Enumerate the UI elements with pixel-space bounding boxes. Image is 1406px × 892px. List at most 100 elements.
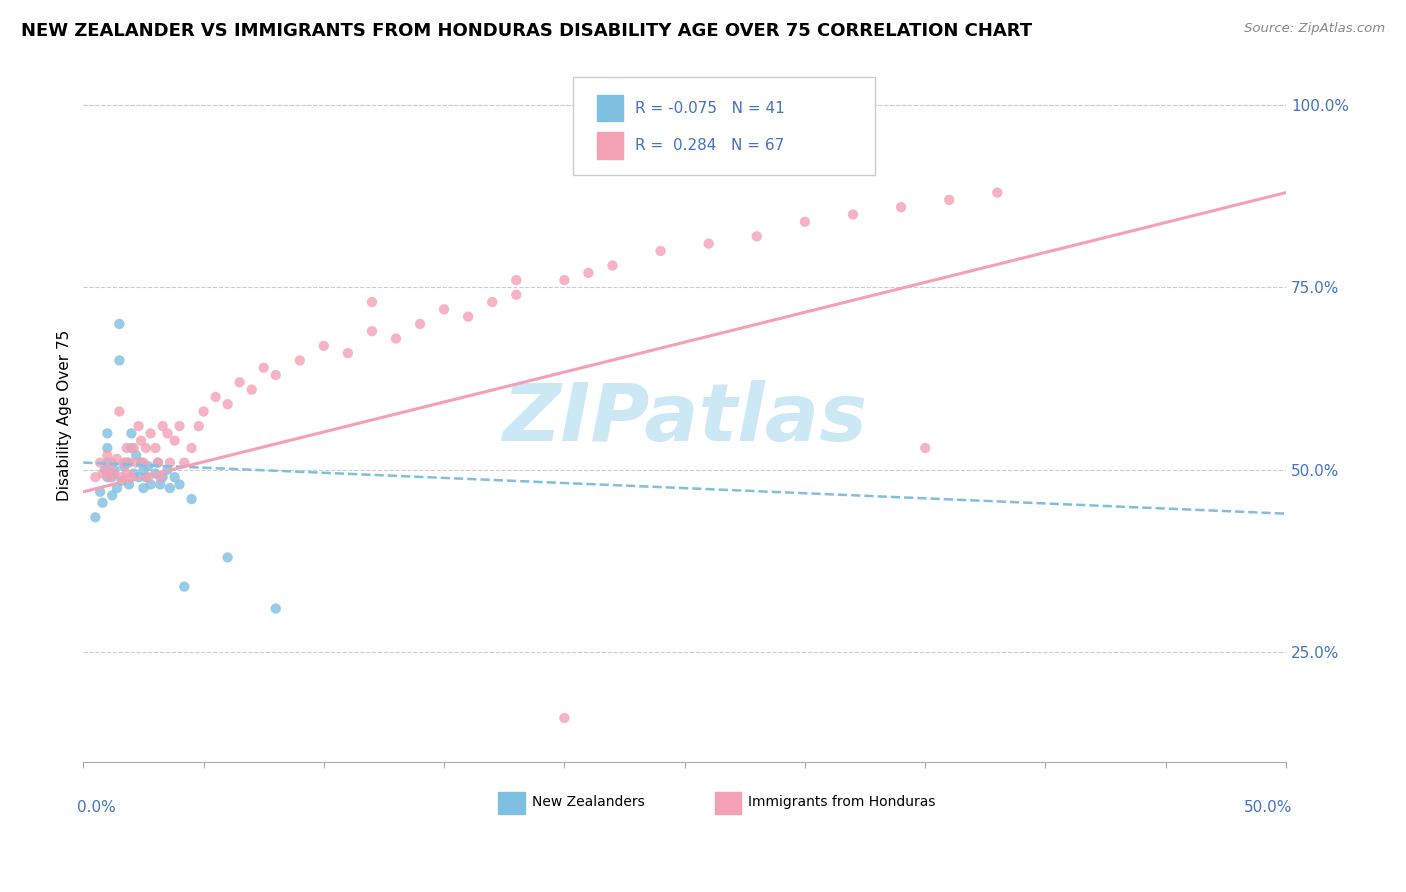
Point xyxy=(193,404,215,418)
Text: R =  0.284   N = 67: R = 0.284 N = 67 xyxy=(636,138,785,153)
Point xyxy=(115,467,138,481)
Point xyxy=(115,441,138,455)
Point xyxy=(152,419,174,434)
Point xyxy=(602,259,624,273)
Point xyxy=(96,441,118,455)
Point xyxy=(169,419,191,434)
Point xyxy=(156,426,179,441)
Text: ZIPatlas: ZIPatlas xyxy=(502,380,868,458)
Point xyxy=(129,456,152,470)
Point xyxy=(111,474,134,488)
Point xyxy=(122,467,145,481)
Bar xyxy=(596,132,623,159)
Point xyxy=(890,200,912,214)
Point xyxy=(793,215,815,229)
Bar xyxy=(596,95,623,121)
Point xyxy=(745,229,768,244)
Point xyxy=(312,339,335,353)
Point xyxy=(101,456,124,470)
Point xyxy=(89,456,111,470)
Point xyxy=(118,456,141,470)
Point xyxy=(112,456,135,470)
Point xyxy=(505,287,527,301)
Point xyxy=(98,470,121,484)
Point xyxy=(120,441,142,455)
Bar xyxy=(498,791,524,814)
Point xyxy=(697,236,720,251)
Point xyxy=(132,463,155,477)
Text: Immigrants from Honduras: Immigrants from Honduras xyxy=(748,795,936,809)
Point xyxy=(264,368,287,382)
Point xyxy=(136,470,159,484)
Point xyxy=(152,470,174,484)
Point xyxy=(145,467,167,481)
Point xyxy=(336,346,359,360)
Point xyxy=(135,470,157,484)
Point xyxy=(159,481,181,495)
Point xyxy=(149,477,172,491)
Point xyxy=(128,470,150,484)
Point xyxy=(105,481,128,495)
Point xyxy=(118,477,141,491)
Point xyxy=(149,470,172,484)
Point xyxy=(578,266,600,280)
Point xyxy=(505,273,527,287)
Point xyxy=(96,463,118,477)
Point xyxy=(108,317,131,331)
Point xyxy=(180,491,202,506)
Point xyxy=(842,207,865,221)
Point xyxy=(228,376,250,390)
Point xyxy=(125,456,148,470)
Point xyxy=(264,601,287,615)
Point xyxy=(938,193,960,207)
Point xyxy=(112,459,135,474)
Point xyxy=(240,383,263,397)
Point xyxy=(914,441,936,455)
Point xyxy=(139,426,162,441)
Point xyxy=(94,463,117,477)
Point xyxy=(409,317,432,331)
Text: R = -0.075   N = 41: R = -0.075 N = 41 xyxy=(636,101,785,116)
Text: NEW ZEALANDER VS IMMIGRANTS FROM HONDURAS DISABILITY AGE OVER 75 CORRELATION CHA: NEW ZEALANDER VS IMMIGRANTS FROM HONDURA… xyxy=(21,22,1032,40)
Text: 50.0%: 50.0% xyxy=(1243,800,1292,815)
Point xyxy=(385,332,408,346)
Point xyxy=(187,419,209,434)
Text: 0.0%: 0.0% xyxy=(77,800,117,815)
Point xyxy=(120,426,142,441)
Point xyxy=(146,456,169,470)
Point xyxy=(457,310,479,324)
Point xyxy=(128,419,150,434)
Point xyxy=(433,302,456,317)
Point xyxy=(986,186,1008,200)
FancyBboxPatch shape xyxy=(572,77,875,175)
Point xyxy=(101,488,124,502)
Point xyxy=(101,470,124,484)
Point xyxy=(217,550,239,565)
Point xyxy=(173,456,195,470)
Point xyxy=(136,459,159,474)
Point xyxy=(361,324,384,338)
Point xyxy=(163,434,186,448)
Point xyxy=(553,273,575,287)
Point xyxy=(125,448,148,462)
Point xyxy=(122,441,145,455)
Point xyxy=(204,390,226,404)
Point xyxy=(108,353,131,368)
Y-axis label: Disability Age Over 75: Disability Age Over 75 xyxy=(58,329,72,500)
Point xyxy=(361,295,384,310)
Point xyxy=(84,510,107,524)
Point xyxy=(91,496,114,510)
Point xyxy=(217,397,239,411)
Point xyxy=(553,711,575,725)
Point xyxy=(145,441,167,455)
Point xyxy=(650,244,672,258)
Text: Source: ZipAtlas.com: Source: ZipAtlas.com xyxy=(1244,22,1385,36)
Bar xyxy=(714,791,741,814)
Point xyxy=(96,470,118,484)
Point xyxy=(103,467,125,481)
Point xyxy=(111,470,134,484)
Point xyxy=(129,434,152,448)
Point xyxy=(120,470,142,484)
Point xyxy=(139,477,162,491)
Point xyxy=(108,404,131,418)
